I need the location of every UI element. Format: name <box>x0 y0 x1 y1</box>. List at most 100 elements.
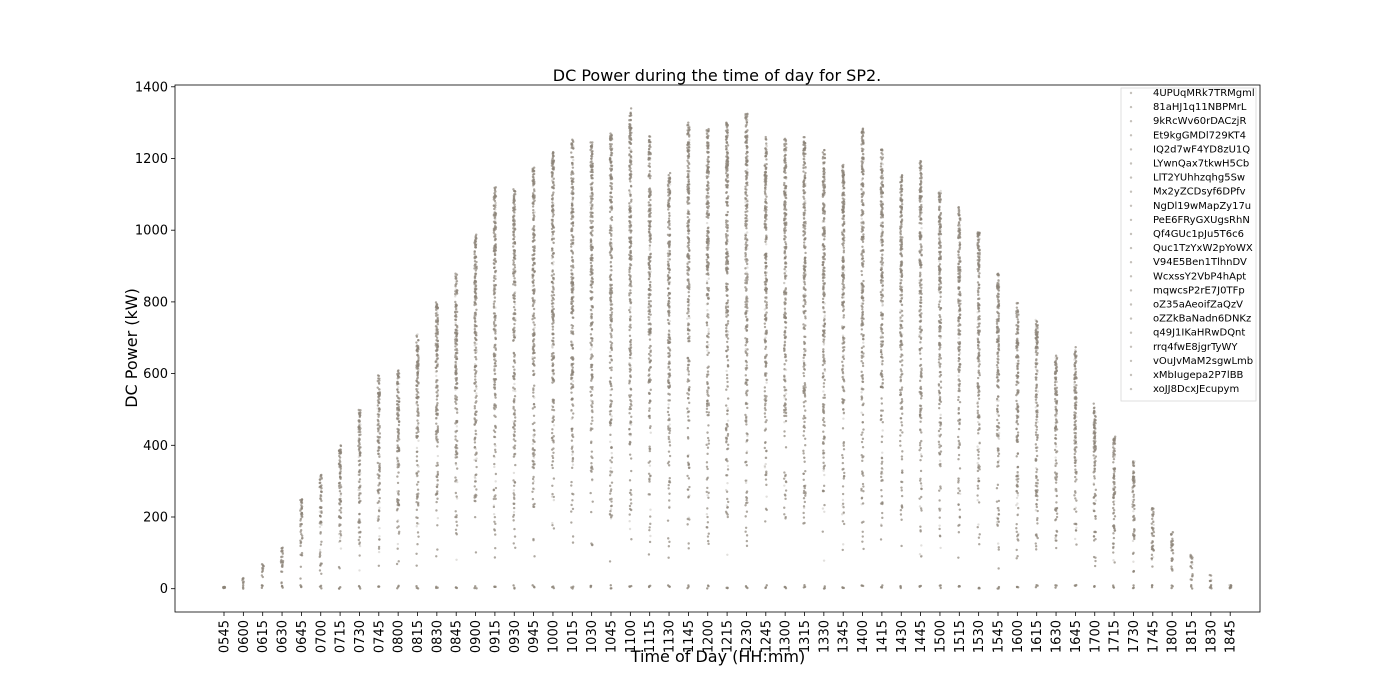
scatter-point <box>473 252 476 256</box>
scatter-point <box>668 372 671 375</box>
scatter-point <box>726 506 729 509</box>
scatter-point <box>550 294 554 297</box>
scatter-point <box>630 285 633 288</box>
scatter-point <box>492 512 496 516</box>
scatter-point <box>706 431 709 434</box>
scatter-point <box>397 397 401 400</box>
scatter-point <box>746 157 749 160</box>
scatter-point <box>687 123 690 127</box>
scatter-point <box>668 276 672 279</box>
scatter-point <box>376 418 380 422</box>
scatter-point <box>590 286 594 289</box>
scatter-point <box>417 522 420 526</box>
scatter-point <box>726 500 730 504</box>
scatter-point <box>533 288 536 291</box>
scatter-point <box>571 541 575 544</box>
scatter-point <box>492 488 496 491</box>
scatter-point <box>377 484 380 487</box>
scatter-point <box>532 460 535 463</box>
scatter-point <box>475 457 478 460</box>
scatter-point <box>726 397 730 400</box>
scatter-point <box>726 515 729 519</box>
scatter-point <box>415 483 419 486</box>
scatter-point <box>319 532 322 535</box>
scatter-point <box>609 510 612 513</box>
scatter-point <box>725 373 729 377</box>
scatter-point <box>609 420 612 423</box>
scatter-point <box>512 506 516 510</box>
scatter-point <box>435 492 439 495</box>
scatter-point <box>628 453 632 456</box>
scatter-point <box>533 433 536 436</box>
scatter-point <box>242 577 245 580</box>
scatter-point <box>552 293 556 297</box>
scatter-point <box>512 274 515 278</box>
scatter-point <box>745 271 748 274</box>
scatter-point <box>436 445 439 448</box>
scatter-point <box>570 269 573 272</box>
scatter-point <box>492 454 496 458</box>
scatter-point <box>552 180 555 184</box>
scatter-point <box>436 313 439 317</box>
scatter-column-1245 <box>763 135 769 590</box>
scatter-point <box>473 407 477 410</box>
scatter-point <box>590 256 594 260</box>
scatter-point <box>629 291 632 295</box>
scatter-point <box>744 196 747 200</box>
scatter-point <box>474 551 478 554</box>
scatter-point <box>688 170 691 173</box>
scatter-point <box>667 174 670 177</box>
scatter-point <box>764 456 768 460</box>
scatter-point <box>610 256 613 260</box>
scatter-point <box>648 392 651 396</box>
scatter-point <box>494 450 497 454</box>
scatter-point <box>493 362 497 365</box>
scatter-point <box>493 288 497 291</box>
scatter-point <box>571 316 574 319</box>
scatter-point <box>649 522 652 526</box>
scatter-point <box>455 429 459 433</box>
scatter-point <box>454 355 457 359</box>
scatter-point <box>668 354 672 357</box>
scatter-point <box>320 523 323 527</box>
scatter-point <box>299 565 303 568</box>
scatter-point <box>337 449 341 453</box>
scatter-point <box>493 235 496 238</box>
scatter-point <box>668 479 671 483</box>
scatter-point <box>707 160 710 163</box>
scatter-point <box>688 466 691 469</box>
scatter-point <box>571 444 574 448</box>
scatter-point <box>455 357 459 361</box>
scatter-point <box>416 450 419 453</box>
scatter-point <box>610 232 613 236</box>
scatter-point <box>726 180 729 183</box>
scatter-point <box>610 187 613 190</box>
scatter-point <box>551 204 555 207</box>
scatter-point <box>436 497 439 500</box>
scatter-point <box>571 380 575 383</box>
scatter-point <box>339 500 343 503</box>
scatter-point <box>512 447 516 450</box>
scatter-point <box>532 369 535 373</box>
scatter-point <box>610 160 613 163</box>
scatter-point <box>726 310 729 313</box>
scatter-point <box>630 538 633 541</box>
scatter-point <box>570 234 574 237</box>
scatter-point <box>647 164 650 168</box>
scatter-point <box>609 148 612 151</box>
scatter-point <box>571 214 574 217</box>
scatter-point <box>550 463 554 467</box>
scatter-point <box>687 166 690 170</box>
scatter-point <box>667 406 670 410</box>
scatter-point <box>668 423 671 426</box>
scatter-point <box>726 380 729 384</box>
scatter-point <box>533 384 536 387</box>
scatter-point <box>629 240 633 243</box>
scatter-point <box>552 278 555 281</box>
scatter-point <box>763 386 767 389</box>
scatter-point <box>397 471 400 474</box>
scatter-point <box>552 184 556 187</box>
scatter-point <box>707 277 710 280</box>
scatter-point <box>667 202 670 205</box>
scatter-point <box>492 321 496 324</box>
